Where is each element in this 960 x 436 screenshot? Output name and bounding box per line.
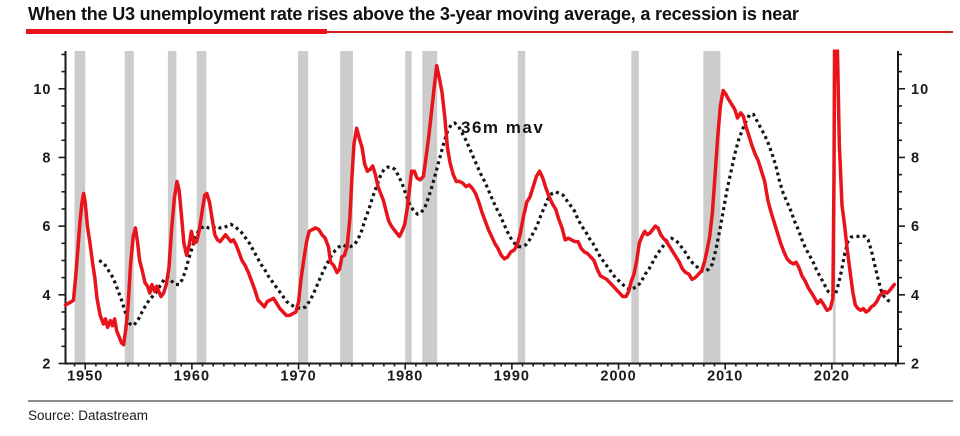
recession-band	[422, 51, 438, 364]
x-tick-label: 1950	[67, 369, 103, 385]
x-tick-label: 2020	[814, 369, 850, 385]
title-underline-accent	[26, 29, 327, 34]
y-tick-label-right: 6	[911, 219, 920, 235]
recession-band	[517, 51, 526, 364]
x-tick-label: 2000	[600, 369, 636, 385]
moving-average-line	[98, 112, 892, 328]
recession-band	[340, 51, 353, 364]
source-text: Source: Datastream	[28, 408, 149, 423]
y-tick-label-left: 6	[42, 219, 51, 235]
x-tick-label: 1960	[174, 369, 210, 385]
y-tick-label-left: 10	[33, 82, 51, 98]
y-tick-label-left: 8	[42, 150, 51, 166]
x-tick-label: 1980	[387, 369, 423, 385]
page-title: When the U3 unemployment rate rises abov…	[28, 4, 799, 24]
title-underline-thin	[26, 31, 953, 33]
y-tick-label-right: 10	[911, 82, 929, 98]
x-tick-label: 1990	[494, 369, 530, 385]
x-tick-label: 1970	[280, 369, 316, 385]
u3-unemployment-line	[63, 49, 897, 347]
series-label-36m-mav: 36m mav	[461, 118, 545, 137]
recession-band	[298, 51, 309, 364]
y-tick-label-right: 4	[911, 288, 920, 304]
y-tick-label-left: 4	[42, 288, 51, 304]
recession-band	[124, 51, 134, 364]
y-tick-label-right: 2	[911, 357, 920, 373]
y-tick-label-right: 8	[911, 150, 920, 166]
footer-divider	[28, 400, 953, 402]
recession-band	[631, 51, 639, 364]
x-tick-label: 2010	[707, 369, 743, 385]
y-tick-label-left: 2	[42, 357, 51, 373]
